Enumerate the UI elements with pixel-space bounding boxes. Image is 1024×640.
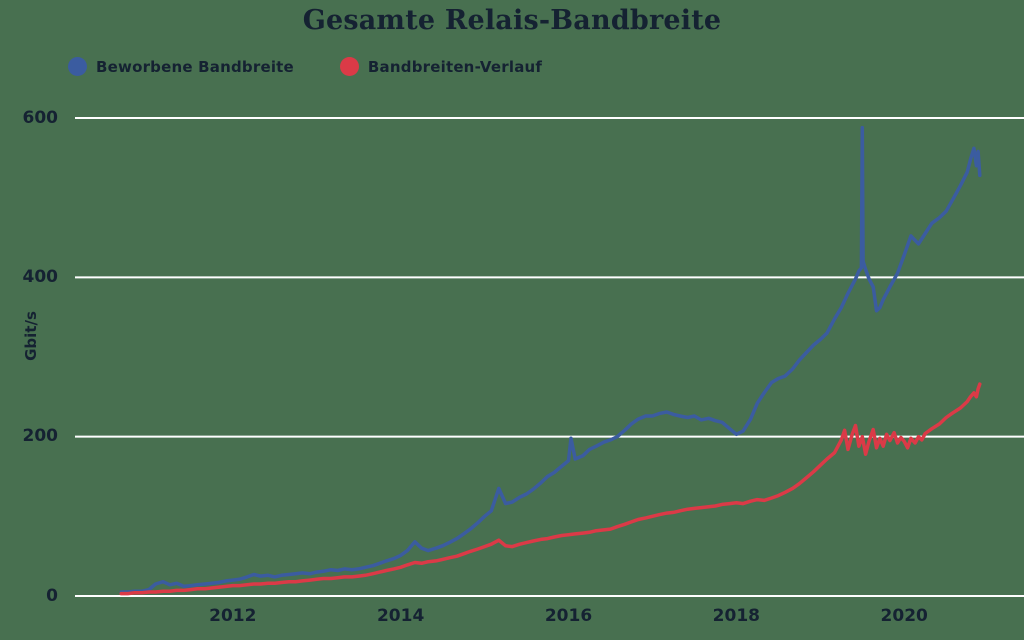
legend-item-bandwidth-history: Bandbreiten-Verlauf <box>339 57 543 76</box>
y-tick-label-200: 200 <box>22 426 59 447</box>
chart-title: Gesamte Relais-Bandbreite <box>302 5 722 36</box>
bandwidth-history-dot-icon <box>339 57 359 76</box>
advertised-bandwidth-dot-icon <box>68 57 87 76</box>
legend-label-advertised: Beworbene Bandbreite <box>96 57 294 76</box>
y-tick-label-400: 400 <box>22 266 59 287</box>
x-tick-label-2018: 2018 <box>712 606 760 626</box>
y-tick-label-600: 600 <box>22 107 59 128</box>
legend-item-advertised-bandwidth: Beworbene Bandbreite <box>68 57 294 76</box>
x-tick-label-2016: 2016 <box>544 606 593 626</box>
x-tick-label-2014: 2014 <box>376 606 425 626</box>
x-tick-label-2020: 2020 <box>880 606 928 626</box>
y-tick-label-0: 0 <box>46 585 58 606</box>
legend-label-history: Bandbreiten-Verlauf <box>367 57 543 76</box>
y-axis-title: Gbit/s <box>22 311 40 361</box>
series-line-advertised-bandwidth <box>119 125 982 594</box>
series-line-bandwidth-history <box>119 382 982 596</box>
legend: Beworbene Bandbreite Bandbreiten-Verlauf <box>68 57 542 76</box>
x-tick-label-2012: 2012 <box>209 606 257 626</box>
